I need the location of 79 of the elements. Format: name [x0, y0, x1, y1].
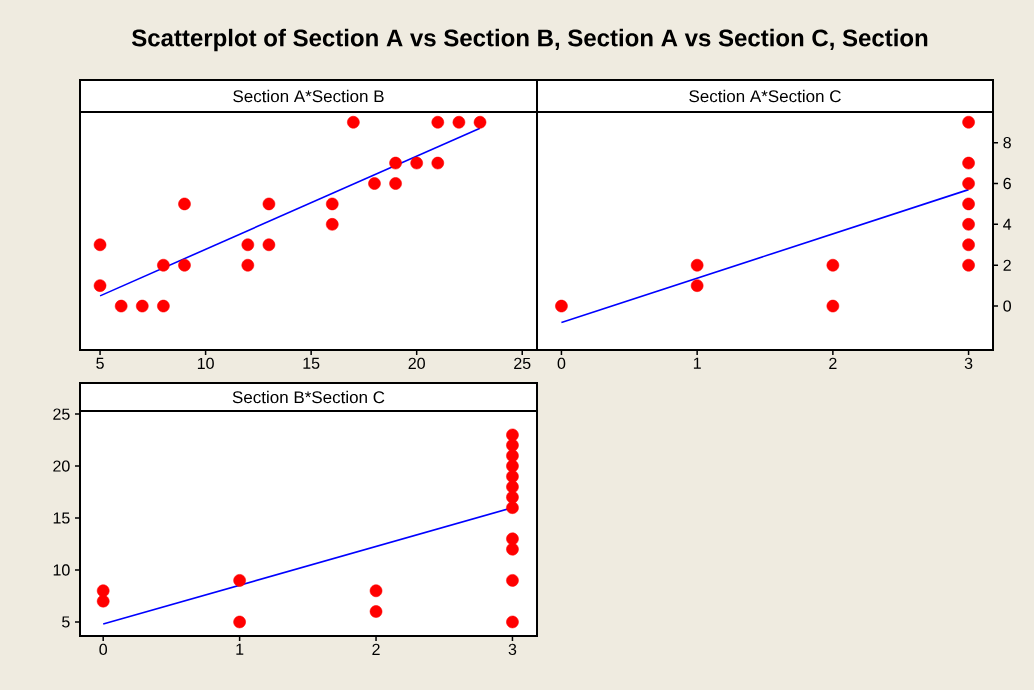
- x-tick-label: 3: [508, 643, 517, 656]
- y-tick-label: 6: [1003, 177, 1011, 190]
- point: [506, 480, 519, 494]
- point: [962, 115, 975, 129]
- point: [506, 459, 519, 473]
- x-tick-label: 0: [99, 643, 108, 656]
- point: [506, 542, 519, 556]
- chart-title: Scatterplot of Section A vs Section B, Section A vs Section C, Section: [131, 28, 928, 52]
- point: [93, 279, 107, 292]
- point: [262, 238, 276, 252]
- point: [962, 218, 975, 231]
- y-tick-label: 5: [62, 616, 70, 628]
- x-tick-label: 2: [372, 643, 380, 655]
- point: [473, 115, 487, 129]
- point: [325, 218, 339, 231]
- point: [962, 258, 975, 272]
- x-tick-label: 25: [514, 357, 531, 370]
- point: [262, 197, 276, 211]
- point: [178, 258, 191, 272]
- chart-title: Section A*Section C: [689, 89, 841, 103]
- point: [506, 439, 519, 452]
- point: [136, 299, 149, 313]
- point: [506, 470, 519, 483]
- point: [826, 299, 840, 313]
- point: [389, 156, 402, 170]
- y-tick-label: 4: [1003, 218, 1012, 230]
- chart-subtitle: Section A*Section B: [233, 89, 384, 103]
- x-tick-label: 5: [96, 357, 104, 369]
- point: [93, 238, 107, 252]
- point: [431, 115, 445, 129]
- point: [157, 299, 170, 313]
- point: [962, 177, 975, 190]
- point: [410, 156, 423, 170]
- point: [96, 594, 110, 608]
- point: [178, 197, 191, 211]
- point: [506, 615, 519, 629]
- point: [506, 490, 519, 504]
- x-tick-label: 1: [693, 357, 701, 369]
- x-tick-label: 0: [557, 357, 566, 370]
- point: [452, 115, 466, 129]
- x-tick-label: 15: [303, 357, 320, 369]
- chart-title: Section B*Section C: [232, 390, 385, 404]
- y-tick-label: 20: [53, 460, 70, 472]
- y-tick-label: 8: [1003, 136, 1011, 149]
- y-tick-label: 15: [53, 512, 70, 524]
- point: [241, 238, 255, 252]
- point: [690, 279, 704, 292]
- y-tick-label: 0: [1003, 300, 1011, 312]
- point: [369, 605, 383, 618]
- point: [431, 156, 445, 170]
- x-tick-label: 10: [197, 357, 214, 370]
- point: [690, 258, 704, 272]
- point: [962, 197, 975, 211]
- point: [555, 299, 568, 313]
- y-tick-label: 25: [53, 408, 70, 420]
- point: [325, 197, 339, 211]
- point: [506, 428, 519, 442]
- point: [962, 238, 975, 252]
- point: [368, 177, 381, 190]
- x-tick-label: 20: [408, 357, 425, 370]
- y-tick-label: 2: [1003, 259, 1011, 271]
- point: [347, 115, 360, 129]
- point: [369, 584, 383, 598]
- y-tick-label: 10: [53, 564, 70, 576]
- point: [506, 532, 519, 546]
- point: [506, 501, 519, 514]
- point: [506, 574, 519, 587]
- point: [233, 615, 246, 629]
- point: [233, 574, 246, 587]
- point: [96, 584, 110, 598]
- point: [114, 299, 128, 313]
- x-tick-label: 3: [964, 357, 973, 370]
- point: [389, 177, 402, 190]
- point: [826, 258, 840, 272]
- point: [241, 258, 255, 272]
- point: [962, 156, 975, 170]
- x-tick-label: 1: [236, 643, 244, 655]
- x-tick-label: 2: [829, 357, 837, 369]
- point: [157, 258, 170, 272]
